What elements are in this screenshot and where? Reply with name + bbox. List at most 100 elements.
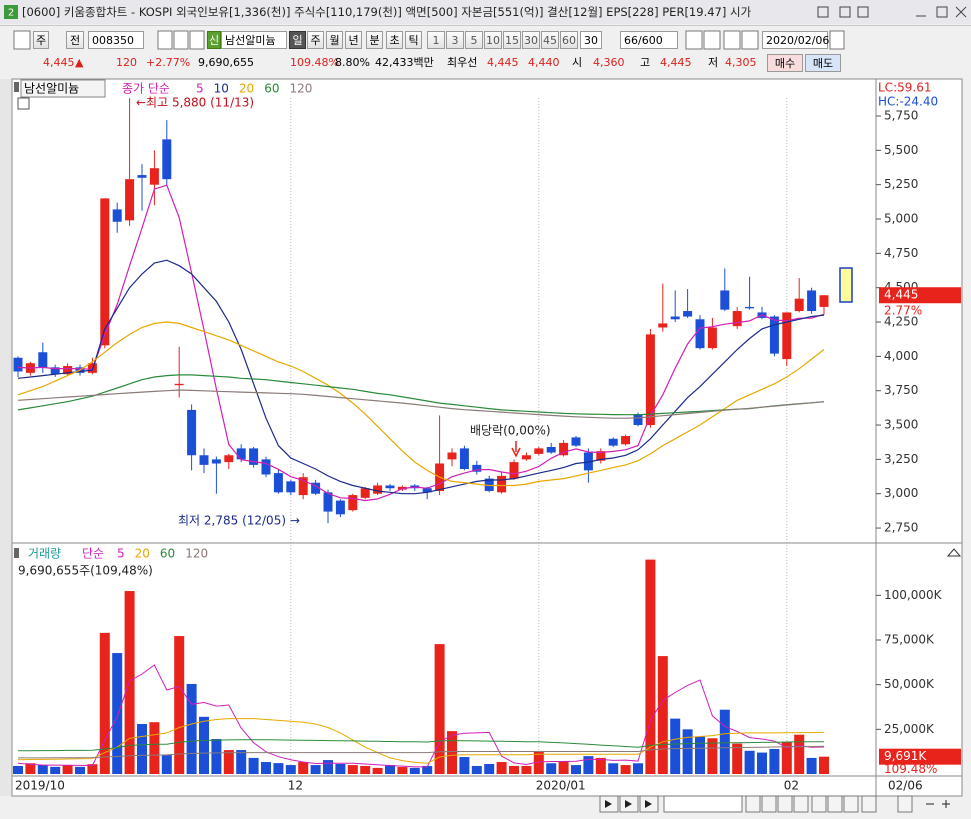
volume-bar [186,683,197,774]
buy-button[interactable]: 매수 [767,54,803,72]
toolbar-icons[interactable] [13,30,845,50]
volume-bar [248,757,259,774]
candle-body [769,316,779,354]
legend-entry: 20 [135,547,150,561]
candle-body [311,482,321,494]
volume-bar [112,653,123,774]
y-tick-label: 4,250 [884,315,918,329]
volume-bar [645,559,656,774]
volume-bar [323,760,333,774]
candle-body [645,334,655,426]
volume-bar [471,765,482,774]
grid-icon[interactable] [17,97,30,110]
quote-value: 고 [640,56,651,69]
candle-body [211,459,221,464]
quote-value: 4,360 [593,56,625,69]
ma-line [18,745,825,759]
volume-bar [620,765,631,774]
volume-bar [87,764,98,774]
volume-bar [546,763,557,774]
toolbar-item[interactable]: 분 [366,31,383,49]
toolbar-item[interactable]: 전 [66,31,84,49]
volume-bar [347,765,358,774]
candle-body [249,448,259,465]
candle-body [521,455,531,460]
toolbar-item[interactable]: 30 [522,31,540,49]
toolbar-item[interactable]: 신 [207,31,221,49]
quote-value: 109.48% [290,56,339,69]
toolbar-item[interactable]: 일 [289,31,306,49]
quote-value: 4,440 [528,56,560,69]
dividend-annotation: 배당락(0,00%) [470,424,551,438]
volume-bar [310,765,321,774]
y-tick-label: 5,750 [884,109,918,123]
candle-body [348,495,358,511]
volume-bar [199,716,209,774]
separator [0,25,971,26]
last-volume-label: 9,691K [884,749,927,763]
toolbar-item[interactable]: 30 [580,31,602,49]
volume-bar [372,767,383,774]
candle-body [236,448,246,460]
toolbar-item[interactable]: 틱 [405,31,422,49]
quote-value: 4,445 [660,56,692,69]
volume-bar [62,765,73,774]
toolbar-item[interactable]: 2020/02/06 [762,31,829,49]
volume-bar [409,767,420,774]
toolbar-item[interactable]: 45 [541,31,559,49]
candle-body [261,459,271,475]
volume-bar [794,734,805,774]
toolbar-item[interactable]: 60 [560,31,578,49]
toolbar-item[interactable]: 15 [503,31,521,49]
volume-bar [13,765,23,774]
candle-body [707,327,717,349]
toolbar-item[interactable]: 008350 [88,31,144,49]
ma-line [17,321,825,487]
y-tick-label: 75,000K [884,633,935,647]
candle-body [732,311,742,327]
candle-body [745,306,755,309]
toolbar-item[interactable]: 월 [326,31,343,49]
toolbar-item[interactable]: 초 [386,31,403,49]
candle-body [335,500,345,515]
toolbar-item[interactable]: 주 [307,31,324,49]
volume-bar [99,632,110,774]
candle-body [50,367,60,375]
toolbar-item[interactable]: 66/600 [620,31,678,49]
toolbar-item[interactable]: 5 [465,31,483,49]
change-label: 2.77% [884,304,922,318]
candle-body [174,383,184,386]
y-tick-label: 4,750 [884,246,918,260]
ma-line [17,389,825,419]
toolbar-item[interactable]: 1 [427,31,445,49]
toolbar-item[interactable]: 년 [345,31,362,49]
bottom-toolbar[interactable] [599,795,950,813]
volume-bar [657,656,668,774]
toolbar-item[interactable]: 10 [484,31,502,49]
quote-value: ▲ [75,56,84,69]
toolbar-item[interactable]: 주 [33,31,49,49]
toolbar-item[interactable]: 3 [446,31,464,49]
volume-bar [285,765,296,774]
candle-body [583,452,593,471]
volume-subtitle: 9,690,655주(109,48%) [18,564,153,578]
volume-bar [707,738,718,774]
toolbar-item[interactable]: 남선알미늄 [221,31,287,49]
dividend-arrow [511,441,521,458]
ratio-label: 109.48% [884,762,937,776]
volume-bar [806,757,817,774]
x-tick-label: 02 [784,779,799,793]
volume-bar [273,763,284,774]
candle-body [633,414,643,426]
candle-body [658,323,668,328]
volume-bar [385,765,395,774]
volume-bar [571,765,581,774]
panel-max-button[interactable] [946,548,962,557]
sell-button[interactable]: 매도 [805,54,841,72]
x-tick-label: 12 [288,779,303,793]
legend-entry: 5 [196,82,204,96]
volume-bar [50,766,61,774]
window-controls[interactable] [817,6,967,18]
last-price-label: 4,445 [884,288,918,302]
